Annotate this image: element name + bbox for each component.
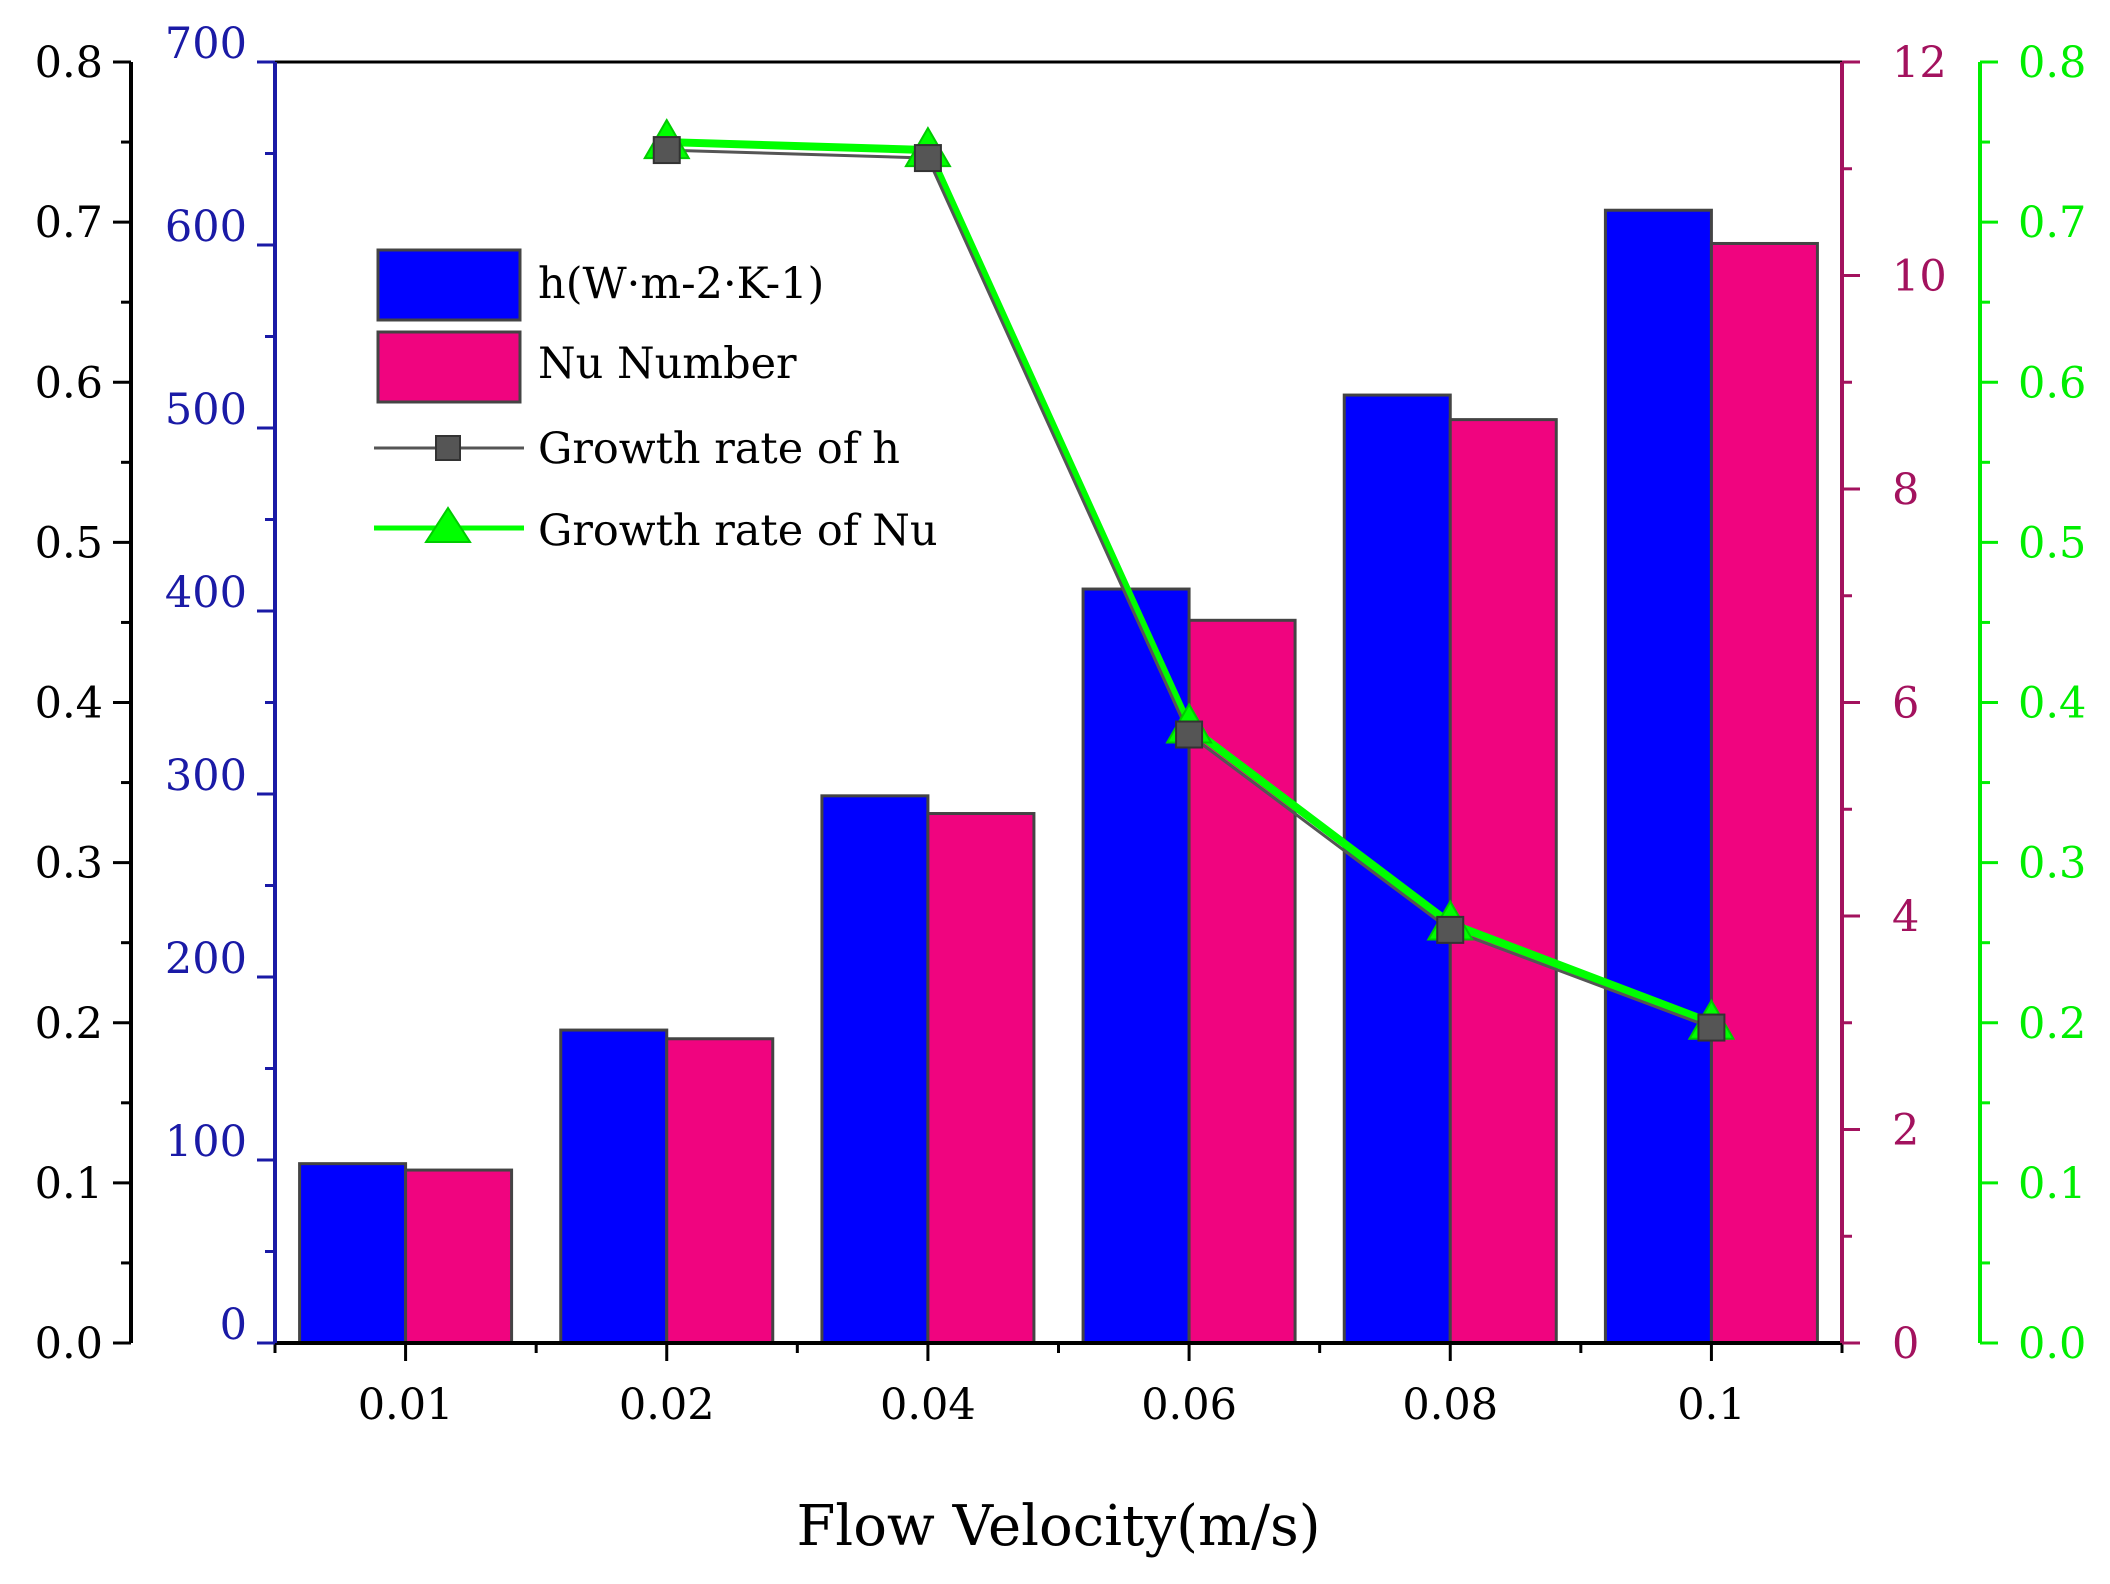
legend-label-growth-nu: Growth rate of Nu xyxy=(538,506,938,556)
bar-nu-0.1 xyxy=(1709,241,1819,1345)
y-tick-label-right_outer: 0.5 xyxy=(2018,518,2086,568)
y-tick-label-right_outer: 0.4 xyxy=(2018,679,2086,729)
x-tick-label: 0.04 xyxy=(880,1380,976,1430)
y-tick-label-left_inner: 200 xyxy=(165,934,247,984)
y-tick-label-left_outer: 0.3 xyxy=(35,839,103,889)
y-tick-label-right_outer: 0.2 xyxy=(2018,999,2086,1049)
bar-nu-0.01 xyxy=(404,1168,514,1345)
bar-h-0.02 xyxy=(559,1028,669,1345)
y-tick-label-left_outer: 0.7 xyxy=(35,198,103,248)
y-tick-label-left_outer: 0.5 xyxy=(35,518,103,568)
legend-swatch-h xyxy=(376,248,522,322)
y-tick-label-right_inner: 0 xyxy=(1892,1319,1919,1369)
x-tick-label: 0.06 xyxy=(1141,1380,1237,1430)
y-tick-label-left_outer: 0.2 xyxy=(35,999,103,1049)
bar-nu-0.08 xyxy=(1448,418,1558,1345)
bar-nu-0.04 xyxy=(926,812,1036,1345)
y-tick-label-left_outer: 0.8 xyxy=(35,38,103,88)
bar-nu-0.06 xyxy=(1187,618,1297,1345)
x-tick-label: 0.02 xyxy=(619,1380,715,1430)
y-tick-label-right_inner: 2 xyxy=(1892,1106,1919,1156)
marker-growth-h xyxy=(1697,1013,1726,1042)
legend-label-nu: Nu Number xyxy=(538,339,797,389)
y-tick-label-right_inner: 6 xyxy=(1892,679,1919,729)
legend-label-growth-h: Growth rate of h xyxy=(538,424,900,474)
x-tick-label: 0.1 xyxy=(1677,1380,1745,1430)
x-tick-label: 0.08 xyxy=(1402,1380,1498,1430)
legend-label-h: h(W·m-2·K-1) xyxy=(538,259,824,309)
y-tick-label-right_outer: 0.7 xyxy=(2018,198,2086,248)
y-tick-label-right_inner: 10 xyxy=(1892,252,1947,302)
y-tick-label-right_outer: 0.1 xyxy=(2018,1159,2086,1209)
bar-h-0.01 xyxy=(298,1162,408,1345)
y-tick-label-right_outer: 0.3 xyxy=(2018,839,2086,889)
bar-h-0.1 xyxy=(1603,208,1713,1345)
y-tick-label-right_inner: 12 xyxy=(1892,38,1947,88)
y-tick-label-left_inner: 300 xyxy=(165,751,247,801)
bar-nu-0.02 xyxy=(665,1037,775,1345)
bar-h-0.04 xyxy=(820,794,930,1345)
bar-h-0.08 xyxy=(1342,393,1452,1345)
y-tick-label-left_inner: 0 xyxy=(220,1300,247,1350)
y-tick-label-left_outer: 0.1 xyxy=(35,1159,103,1209)
x-tick-label: 0.01 xyxy=(358,1380,454,1430)
y-tick-label-left_inner: 400 xyxy=(165,568,247,618)
y-tick-label-left_inner: 700 xyxy=(165,19,247,69)
y-tick-label-right_outer: 0.0 xyxy=(2018,1319,2086,1369)
x-axis-title: Flow Velocity(m/s) xyxy=(796,1494,1320,1559)
legend-marker-growth-nu xyxy=(424,506,472,543)
y-tick-label-left_outer: 0.4 xyxy=(35,679,103,729)
y-tick-label-right_inner: 4 xyxy=(1892,892,1919,942)
y-tick-label-right_outer: 0.6 xyxy=(2018,358,2086,408)
y-tick-label-left_inner: 600 xyxy=(165,202,247,252)
y-tick-label-right_inner: 8 xyxy=(1892,465,1919,515)
marker-growth-h xyxy=(913,144,942,173)
marker-growth-h xyxy=(1175,720,1204,749)
y-tick-label-left_outer: 0.6 xyxy=(35,358,103,408)
y-tick-label-left_outer: 0.0 xyxy=(35,1319,103,1369)
legend-marker-growth-h xyxy=(435,435,461,461)
y-tick-label-left_inner: 500 xyxy=(165,385,247,435)
y-tick-label-right_outer: 0.8 xyxy=(2018,38,2086,88)
legend-swatch-nu xyxy=(376,330,522,404)
marker-growth-h xyxy=(652,136,681,165)
bar-h-0.06 xyxy=(1081,587,1191,1345)
y-tick-label-left_inner: 100 xyxy=(165,1117,247,1167)
marker-growth-h xyxy=(1436,915,1465,944)
